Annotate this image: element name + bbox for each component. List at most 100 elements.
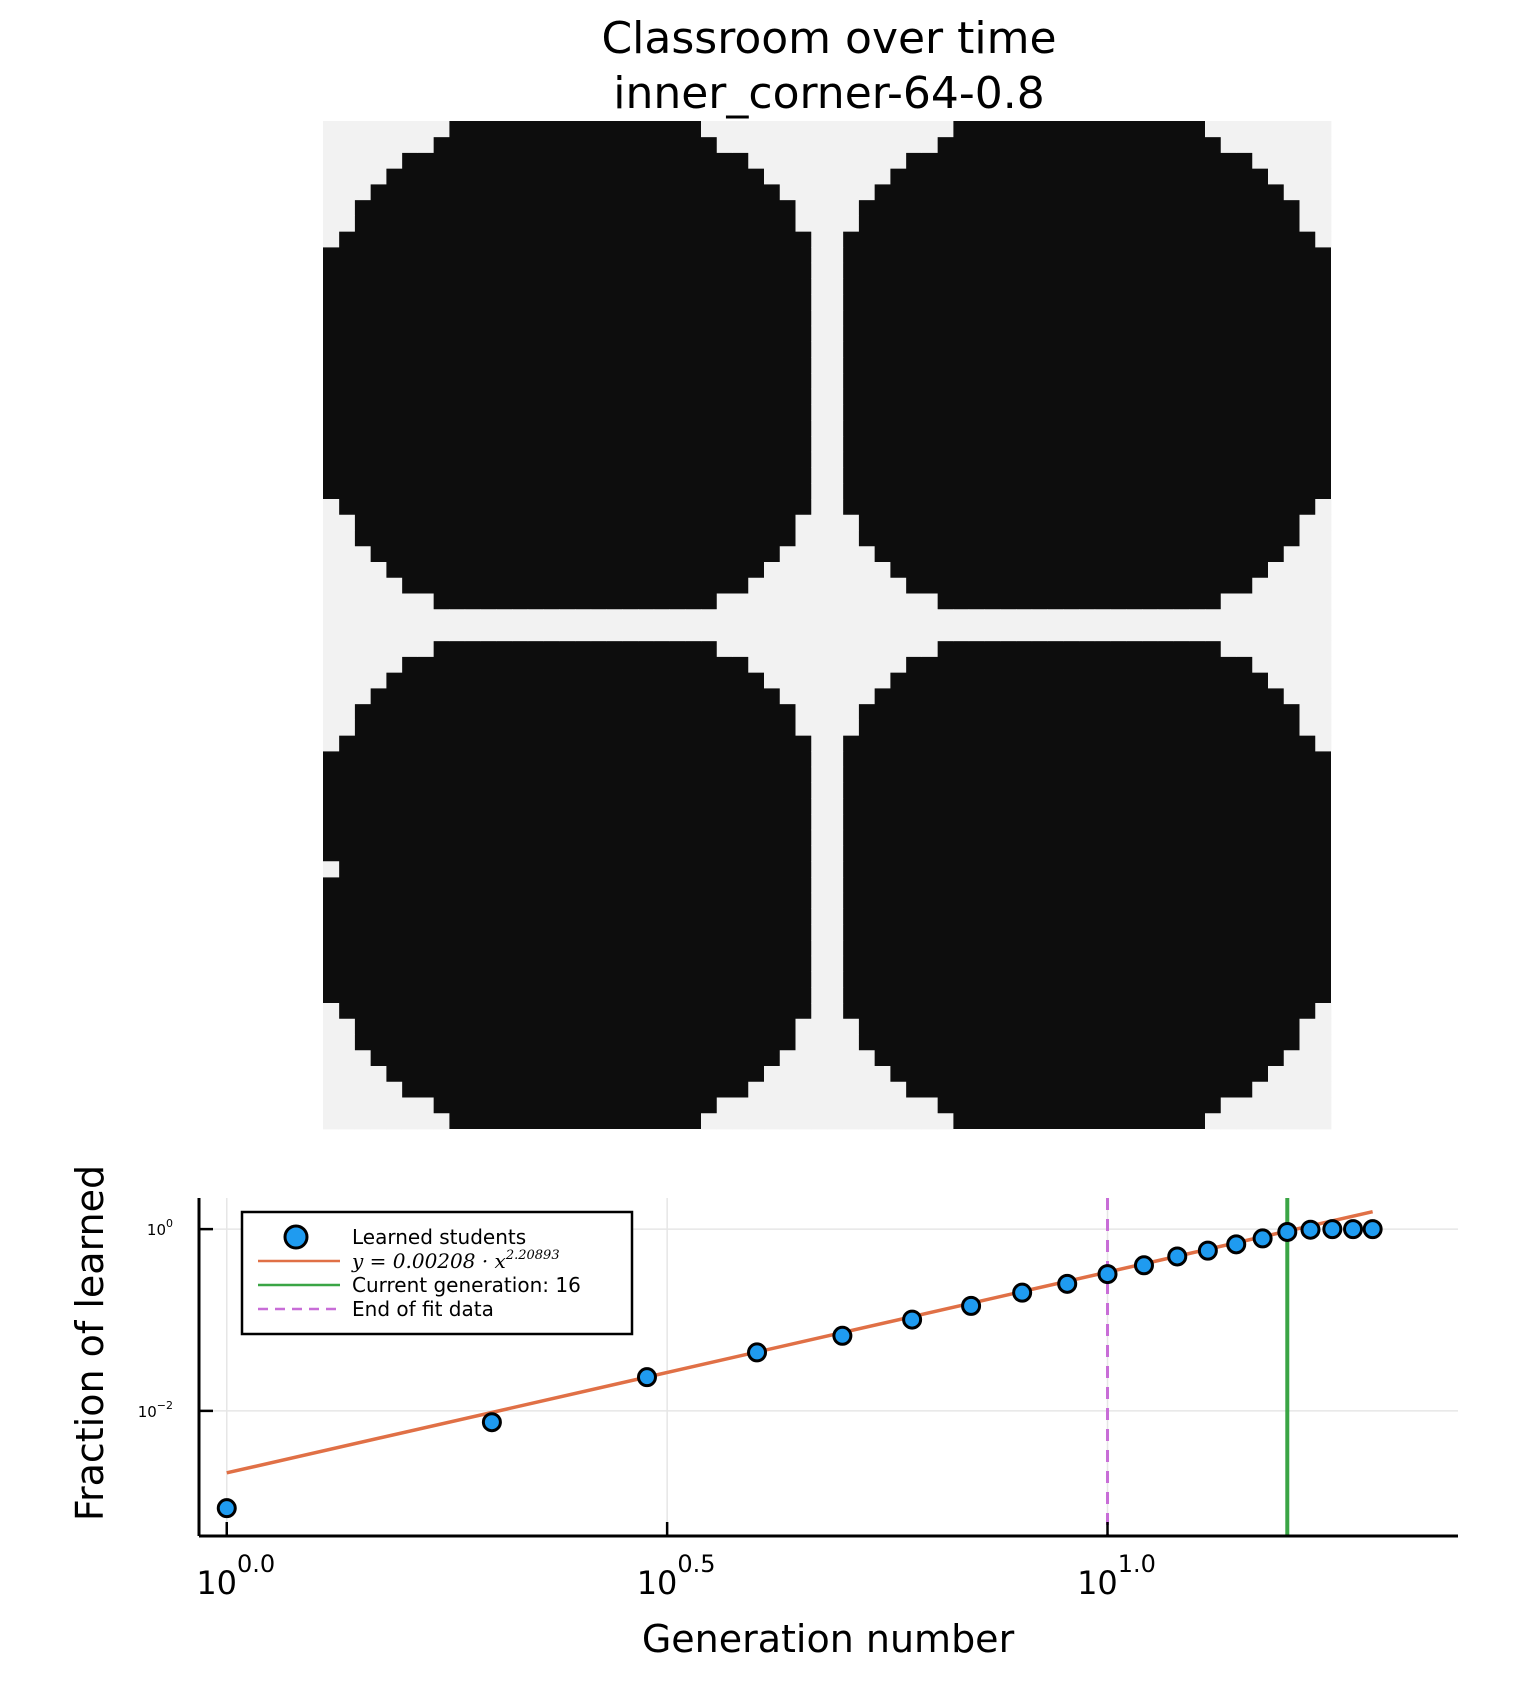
grid-cell-empty: [811, 1113, 828, 1130]
x-tick-label: 101.0: [1077, 1550, 1156, 1602]
grid-cell-empty: [968, 609, 985, 626]
grid-cell-empty: [1283, 546, 1300, 563]
grid-cell-empty: [1315, 735, 1332, 752]
grid-cell-empty: [795, 703, 812, 720]
grid-cell-empty: [354, 121, 371, 138]
grid-cell-empty: [811, 877, 828, 894]
grid-cell-empty: [1283, 562, 1300, 579]
grid-cell-empty: [1315, 593, 1332, 610]
grid-cell-empty: [323, 656, 340, 673]
grid-cell-empty: [811, 751, 828, 768]
grid-cell-empty: [811, 467, 828, 484]
grid-cell-empty: [874, 1066, 891, 1083]
grid-cell-empty: [779, 688, 796, 705]
y-tick-base: 10: [138, 1403, 157, 1421]
grid-cell-empty: [890, 625, 907, 642]
grid-cell-empty: [323, 546, 340, 563]
grid-cell-empty: [858, 152, 875, 169]
grid-cell-empty: [386, 640, 403, 657]
grid-cell-empty: [323, 1066, 340, 1083]
grid-cell-empty: [795, 152, 812, 169]
x-tick-exponent: 0.0: [237, 1550, 275, 1578]
grid-cell-empty: [811, 845, 828, 862]
grid-cell-empty: [1220, 593, 1237, 610]
grid-cell-empty: [1236, 136, 1253, 153]
grid-cell-empty: [323, 1050, 340, 1067]
grid-cell-empty: [338, 577, 355, 594]
grid-cell-empty: [1315, 1018, 1332, 1035]
grid-cell-empty: [811, 971, 828, 988]
grid-cell-empty: [1016, 609, 1033, 626]
grid-cell-empty: [921, 625, 938, 642]
grid-cell-empty: [842, 719, 859, 736]
grid-cell-empty: [1299, 136, 1316, 153]
scatter-point: [1362, 1219, 1383, 1240]
grid-cell-empty: [669, 609, 686, 626]
grid-cell-empty: [1252, 609, 1269, 626]
grid-cell-empty: [386, 121, 403, 138]
legend-label-fit: y = 0.00208 · x2.20893: [351, 1248, 560, 1273]
grid-cell-empty: [795, 514, 812, 531]
grid-cell-empty: [1236, 121, 1253, 138]
grid-cell-empty: [811, 766, 828, 783]
grid-cell-empty: [811, 688, 828, 705]
grid-cell-empty: [417, 640, 434, 657]
grid-cell-empty: [748, 1081, 765, 1098]
grid-cell-empty: [1299, 514, 1316, 531]
grid-cell-empty: [323, 168, 340, 185]
grid-cell-empty: [354, 656, 371, 673]
scatter-point: [1197, 1240, 1218, 1261]
grid-cell-empty: [1283, 1097, 1300, 1114]
grid-cell-empty: [890, 1097, 907, 1114]
grid-cell-empty: [748, 656, 765, 673]
grid-cell-empty: [685, 625, 702, 642]
grid-cell-empty: [323, 152, 340, 169]
grid-cell-empty: [716, 609, 733, 626]
grid-cell-empty: [764, 672, 781, 689]
grid-cell-empty: [590, 625, 607, 642]
grid-cell-empty: [370, 562, 387, 579]
grid-cell-empty: [858, 688, 875, 705]
grid-cell-empty: [323, 562, 340, 579]
grid-cell-empty: [370, 1113, 387, 1130]
grid-cell-empty: [858, 656, 875, 673]
grid-cell-empty: [905, 1097, 922, 1114]
grid-cell-empty: [842, 184, 859, 201]
grid-cell-empty: [338, 215, 355, 232]
grid-cell-empty: [1283, 593, 1300, 610]
grid-cell-empty: [858, 1050, 875, 1067]
grid-cell-empty: [338, 562, 355, 579]
scatter-point: [481, 1412, 502, 1433]
grid-cell-empty: [795, 656, 812, 673]
grid-cell-empty: [323, 199, 340, 216]
grid-cell-empty: [953, 625, 970, 642]
grid-cell-empty: [323, 719, 340, 736]
grid-cell-empty: [354, 1081, 371, 1098]
grid-cell-empty: [858, 577, 875, 594]
grid-cell-empty: [842, 1097, 859, 1114]
scatter-point: [1133, 1255, 1154, 1276]
grid-cell-empty: [1252, 593, 1269, 610]
grid-cell-empty: [338, 1066, 355, 1083]
legend-label-fit-exponent: 2.20893: [505, 1248, 560, 1263]
grid-cell-empty: [370, 168, 387, 185]
legend-label-end-fit: End of fit data: [352, 1297, 494, 1321]
grid-cell-empty: [1252, 625, 1269, 642]
grid-cell-empty: [827, 136, 844, 153]
grid-cell-empty: [386, 1113, 403, 1130]
grid-cell-empty: [1126, 609, 1143, 626]
grid-cell-empty: [827, 404, 844, 421]
grid-cell-empty: [811, 436, 828, 453]
grid-cell-empty: [323, 1097, 340, 1114]
grid-cell-empty: [1220, 136, 1237, 153]
grid-cell-empty: [1315, 688, 1332, 705]
grid-cell-empty: [1315, 609, 1332, 626]
grid-cell-empty: [811, 1003, 828, 1020]
grid-cell-empty: [417, 1113, 434, 1130]
grid-cell-empty: [1315, 1003, 1332, 1020]
grid-cell-empty: [811, 672, 828, 689]
x-tick-exponent: 1.0: [1118, 1550, 1156, 1578]
grid-cell-empty: [795, 593, 812, 610]
grid-cell-empty: [716, 121, 733, 138]
grid-cell-empty: [1299, 121, 1316, 138]
